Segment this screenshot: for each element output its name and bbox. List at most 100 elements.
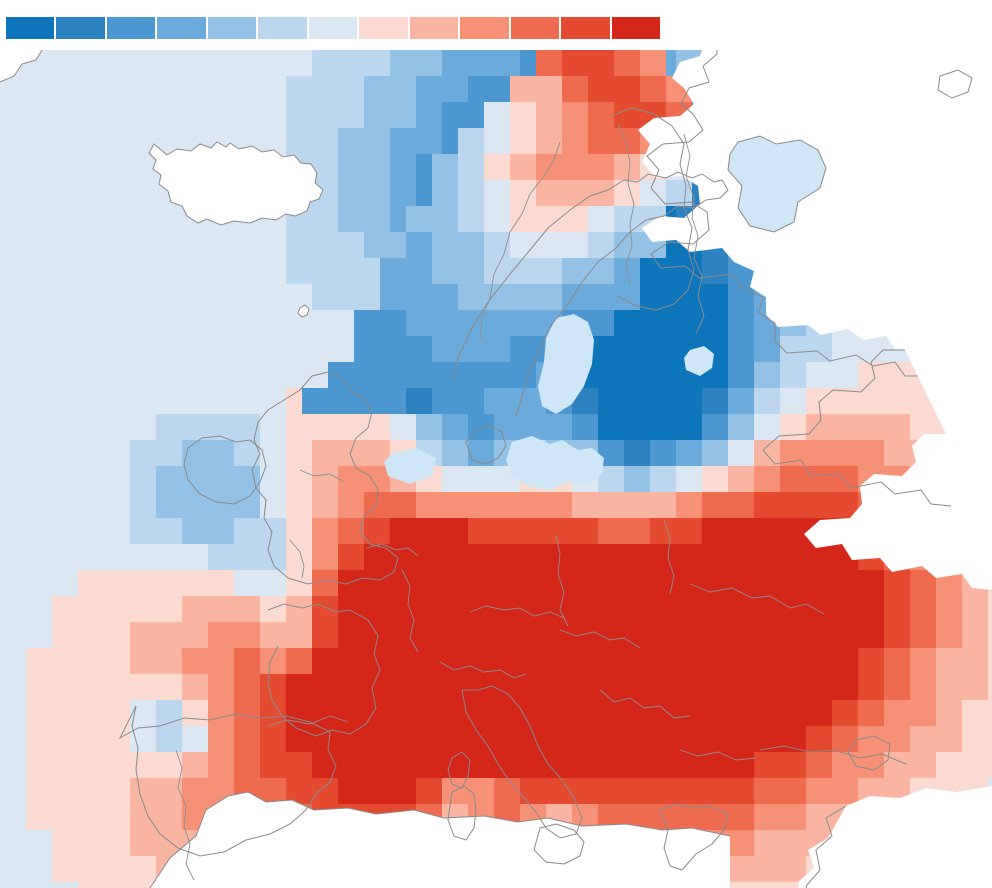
anomaly-cell bbox=[468, 648, 494, 674]
anomaly-cell bbox=[754, 778, 780, 804]
anomaly-cell bbox=[572, 544, 598, 570]
anomaly-cell bbox=[260, 544, 286, 570]
anomaly-cell bbox=[208, 544, 234, 570]
anomaly-cell bbox=[234, 674, 260, 700]
anomaly-cell bbox=[52, 596, 78, 622]
anomaly-cell bbox=[676, 648, 702, 674]
anomaly-cell bbox=[806, 726, 832, 752]
anomaly-cell bbox=[364, 674, 390, 700]
anomaly-cell bbox=[156, 726, 182, 752]
anomaly-cell bbox=[364, 596, 390, 622]
anomaly-cell bbox=[416, 726, 442, 752]
anomaly-cell bbox=[78, 674, 104, 700]
anomaly-cell bbox=[468, 466, 494, 492]
europe-anomaly-map[interactable] bbox=[0, 50, 992, 888]
anomaly-cell bbox=[780, 570, 806, 596]
anomaly-cell bbox=[442, 466, 468, 492]
anomaly-cell bbox=[702, 726, 728, 752]
anomaly-cell bbox=[260, 570, 286, 596]
anomaly-cell bbox=[182, 726, 208, 752]
anomaly-cell bbox=[442, 492, 468, 518]
anomaly-cell bbox=[78, 648, 104, 674]
wales-england-border bbox=[289, 539, 305, 579]
anomaly-cell bbox=[494, 622, 520, 648]
anomaly-cell bbox=[676, 778, 702, 804]
crimea-outline bbox=[847, 735, 891, 771]
anomaly-cell bbox=[26, 726, 52, 752]
anomaly-cell bbox=[676, 440, 702, 466]
anomaly-cell bbox=[468, 544, 494, 570]
anomaly-cell bbox=[156, 648, 182, 674]
anomaly-cell bbox=[546, 778, 572, 804]
anomaly-cell bbox=[208, 596, 234, 622]
anomaly-cell bbox=[650, 518, 676, 544]
anomaly-cell bbox=[208, 726, 234, 752]
anomaly-cell bbox=[104, 622, 130, 648]
denmark-outline bbox=[465, 425, 507, 465]
anomaly-cell bbox=[286, 492, 312, 518]
anomaly-cell bbox=[208, 622, 234, 648]
anomaly-cell bbox=[910, 726, 936, 752]
anomaly-cell bbox=[468, 596, 494, 622]
anomaly-cell bbox=[650, 778, 676, 804]
anomaly-cell bbox=[130, 752, 156, 778]
anomaly-cell bbox=[728, 882, 754, 888]
anomaly-cell bbox=[468, 726, 494, 752]
anomaly-cell bbox=[442, 518, 468, 544]
anomaly-cell bbox=[104, 648, 130, 674]
anomaly-cell bbox=[52, 570, 78, 596]
anomaly-cell bbox=[78, 518, 104, 544]
black-sea-coast bbox=[759, 745, 907, 765]
anomaly-cell bbox=[416, 622, 442, 648]
anomaly-cell bbox=[624, 778, 650, 804]
anomaly-cell bbox=[624, 726, 650, 752]
anomaly-cell bbox=[702, 778, 728, 804]
scotland-england-border bbox=[299, 469, 345, 483]
anomaly-cell bbox=[988, 596, 992, 622]
benelux-border bbox=[365, 543, 419, 557]
anomaly-cell bbox=[416, 778, 442, 804]
anomaly-cell bbox=[78, 700, 104, 726]
anomaly-cell bbox=[754, 440, 780, 466]
anomaly-cell bbox=[182, 752, 208, 778]
anomaly-cell bbox=[26, 466, 52, 492]
anomaly-cell bbox=[26, 622, 52, 648]
anomaly-cell bbox=[156, 466, 182, 492]
anomaly-cell bbox=[910, 648, 936, 674]
anomaly-cell bbox=[728, 570, 754, 596]
anomaly-cell bbox=[676, 596, 702, 622]
anomaly-cell bbox=[624, 570, 650, 596]
anomaly-cell bbox=[104, 674, 130, 700]
anomaly-cell bbox=[780, 674, 806, 700]
anomaly-cell bbox=[702, 466, 728, 492]
colorbar-band-4 bbox=[207, 17, 259, 39]
anomaly-cell bbox=[572, 752, 598, 778]
anomaly-cell bbox=[442, 674, 468, 700]
anomaly-cell bbox=[0, 752, 26, 778]
anomaly-cell bbox=[962, 726, 988, 752]
anomaly-cell bbox=[78, 596, 104, 622]
anomaly-cell bbox=[624, 648, 650, 674]
anomaly-cell bbox=[494, 570, 520, 596]
anomaly-cell bbox=[754, 882, 780, 888]
anomaly-cell bbox=[26, 752, 52, 778]
anomaly-cell bbox=[598, 700, 624, 726]
anomaly-cell bbox=[104, 856, 130, 882]
anomaly-cell bbox=[442, 596, 468, 622]
anomaly-cell bbox=[962, 752, 988, 778]
anomaly-cell bbox=[494, 726, 520, 752]
anomaly-cell bbox=[78, 570, 104, 596]
anomaly-cell bbox=[858, 440, 884, 466]
anomaly-cell bbox=[988, 752, 992, 778]
anomaly-cell bbox=[858, 674, 884, 700]
anomaly-cell bbox=[702, 518, 728, 544]
anomaly-cell bbox=[130, 622, 156, 648]
anomaly-cell bbox=[754, 830, 780, 856]
anomaly-cell bbox=[598, 544, 624, 570]
anomaly-cell bbox=[26, 596, 52, 622]
anomaly-cell bbox=[494, 700, 520, 726]
anomaly-cell bbox=[572, 674, 598, 700]
anomaly-cell bbox=[728, 726, 754, 752]
anomaly-cell bbox=[728, 752, 754, 778]
anomaly-cell bbox=[650, 726, 676, 752]
